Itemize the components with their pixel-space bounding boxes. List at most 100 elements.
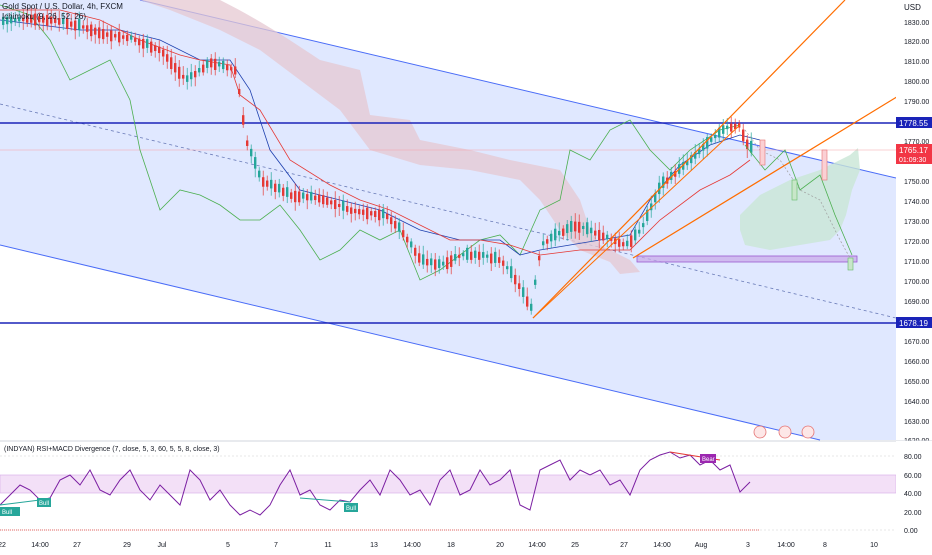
time-label: 29 xyxy=(123,542,131,549)
time-label: 5 xyxy=(226,542,230,549)
candle-body xyxy=(314,195,317,201)
candle-body xyxy=(14,17,17,22)
price-tick-label: 1720.00 xyxy=(904,239,929,246)
candle-body xyxy=(318,194,321,203)
candle-body xyxy=(418,253,421,263)
time-label: 27 xyxy=(620,542,628,549)
horizontal-levels[interactable] xyxy=(0,122,896,324)
candle-body xyxy=(546,239,549,244)
ichimoku-cloud xyxy=(140,0,860,274)
price-axis[interactable]: USD 1830.00 1820.00 1810.00 1800.00 1790.00 1… xyxy=(896,0,932,445)
price-tick-label: 1710.00 xyxy=(904,259,929,266)
time-label: 14:00 xyxy=(403,542,421,549)
candle-body xyxy=(230,67,233,71)
bull-label-left: Bull xyxy=(2,510,12,516)
time-label: 25 xyxy=(571,542,579,549)
bear-signal[interactable] xyxy=(700,454,716,463)
candle-body xyxy=(342,200,345,211)
candlesticks[interactable] xyxy=(2,6,753,315)
candle-body xyxy=(654,192,657,203)
trend-lines[interactable] xyxy=(532,0,901,319)
candle-body xyxy=(266,180,269,187)
candle-body xyxy=(10,16,13,24)
candle-body xyxy=(278,183,281,193)
candle-body xyxy=(182,74,185,79)
time-axis[interactable]: 22 14:00 27 29 Jul 5 7 11 13 14:00 18 20 14:00 25 27 14… xyxy=(0,538,932,550)
last-price-badge[interactable] xyxy=(896,144,932,164)
lower-level-badge[interactable] xyxy=(896,317,932,328)
candle-body xyxy=(746,139,749,150)
candle-body xyxy=(574,221,577,232)
price-tick-label: 1810.00 xyxy=(904,59,929,66)
candle-body xyxy=(394,221,397,229)
candle-body xyxy=(378,209,381,221)
bull-cloud xyxy=(740,148,860,250)
candle-body xyxy=(726,125,729,130)
trendline-medium[interactable] xyxy=(632,94,901,259)
bull-signal-mid[interactable] xyxy=(37,498,51,507)
event-flags[interactable] xyxy=(753,425,815,439)
candle-body xyxy=(478,251,481,260)
trendline-steep[interactable] xyxy=(532,0,846,319)
time-label: 14:00 xyxy=(528,542,546,549)
upper-level-badge[interactable] xyxy=(896,117,932,128)
price-tick-label: 1630.00 xyxy=(904,419,929,426)
candle-body xyxy=(170,57,173,70)
candle-body xyxy=(54,17,57,23)
candle-body xyxy=(570,220,573,232)
candle-body xyxy=(682,162,685,170)
oscillator-pane[interactable]: Bull Bull Bull Bear (INDYAN) RSI+MACD Di… xyxy=(0,441,932,538)
candle-body xyxy=(722,125,725,134)
candle-body xyxy=(166,54,169,62)
bear-cloud xyxy=(140,0,640,274)
trendline-local[interactable] xyxy=(532,124,741,319)
candle-body xyxy=(358,209,361,215)
channel-lower-line[interactable] xyxy=(0,244,821,441)
currency-label: USD xyxy=(904,3,921,12)
time-label: 7 xyxy=(274,542,278,549)
bull-signal-right[interactable] xyxy=(344,503,358,512)
time-label: 10 xyxy=(870,542,878,549)
candle-body xyxy=(650,203,653,211)
candle-body xyxy=(670,171,673,180)
candle-body xyxy=(554,228,557,241)
bull-signal-left[interactable] xyxy=(0,507,20,516)
candle-body xyxy=(514,274,517,285)
candle-body xyxy=(254,157,257,169)
candle-body xyxy=(714,134,717,139)
candle-body xyxy=(42,16,45,23)
candle-body xyxy=(586,222,589,235)
candle-body xyxy=(346,206,349,212)
candle-body xyxy=(2,16,5,25)
candle-body xyxy=(26,15,29,23)
candle-body xyxy=(226,65,229,71)
candle-body xyxy=(450,255,453,267)
candle-body xyxy=(474,250,477,258)
event-flag-icon[interactable] xyxy=(778,425,792,439)
candle-body xyxy=(118,31,121,43)
candle-body xyxy=(718,127,721,138)
candle-body xyxy=(698,148,701,155)
time-label: 14:00 xyxy=(653,542,671,549)
osc-tick-label: 60.00 xyxy=(904,473,922,480)
candle-body xyxy=(106,32,109,37)
candle-body xyxy=(686,160,689,166)
demand-zone[interactable] xyxy=(636,255,858,263)
candle-body xyxy=(22,17,25,22)
candle-body xyxy=(374,211,377,218)
candle-body xyxy=(198,68,201,73)
time-label: 3 xyxy=(746,542,750,549)
event-flag-icon[interactable] xyxy=(753,425,767,439)
candle-body xyxy=(618,239,621,247)
candle-body xyxy=(234,66,237,75)
candle-body xyxy=(294,190,297,203)
candle-body xyxy=(246,140,249,146)
event-flag-icon[interactable] xyxy=(801,425,815,439)
time-label: 14:00 xyxy=(777,542,795,549)
candle-body xyxy=(446,257,449,270)
bear-label: Bear xyxy=(702,457,715,463)
candle-body xyxy=(642,223,645,228)
candle-body xyxy=(290,192,293,199)
candle-body xyxy=(638,229,641,234)
